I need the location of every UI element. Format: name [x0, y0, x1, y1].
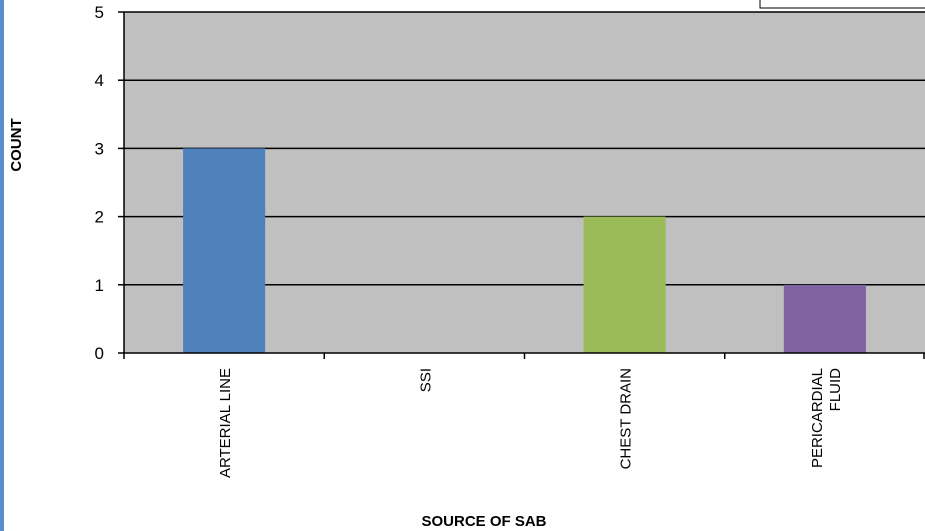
chart-frame-edge [0, 0, 4, 531]
category-label: PERICARDIALFLUID [809, 368, 844, 468]
category-label: SSI [417, 368, 434, 392]
bar-arterial-line [183, 148, 266, 353]
y-tick-labels: 0 1 2 3 4 5 [95, 3, 104, 363]
bar-pericardial-fluid [783, 284, 866, 353]
bar-chest-drain [583, 216, 666, 353]
bars [183, 148, 866, 353]
axes [123, 12, 925, 359]
y-tick-label: 1 [95, 276, 104, 295]
y-axis-title: COUNT [8, 118, 25, 171]
category-label: CHEST DRAIN [618, 368, 635, 469]
x-axis-title: SOURCE OF SAB [421, 513, 546, 530]
category-label: ARTERIAL LINE [217, 368, 234, 478]
y-tick-label: 2 [95, 208, 104, 227]
y-tick-label: 4 [95, 71, 104, 90]
y-tick-label: 3 [95, 139, 104, 158]
y-tick-label: 0 [95, 344, 104, 363]
legend-box [759, 0, 925, 9]
y-tick-label: 5 [95, 3, 104, 22]
category-labels: ARTERIAL LINE SSI CHEST DRAIN PERICARDIALFL… [217, 368, 844, 478]
